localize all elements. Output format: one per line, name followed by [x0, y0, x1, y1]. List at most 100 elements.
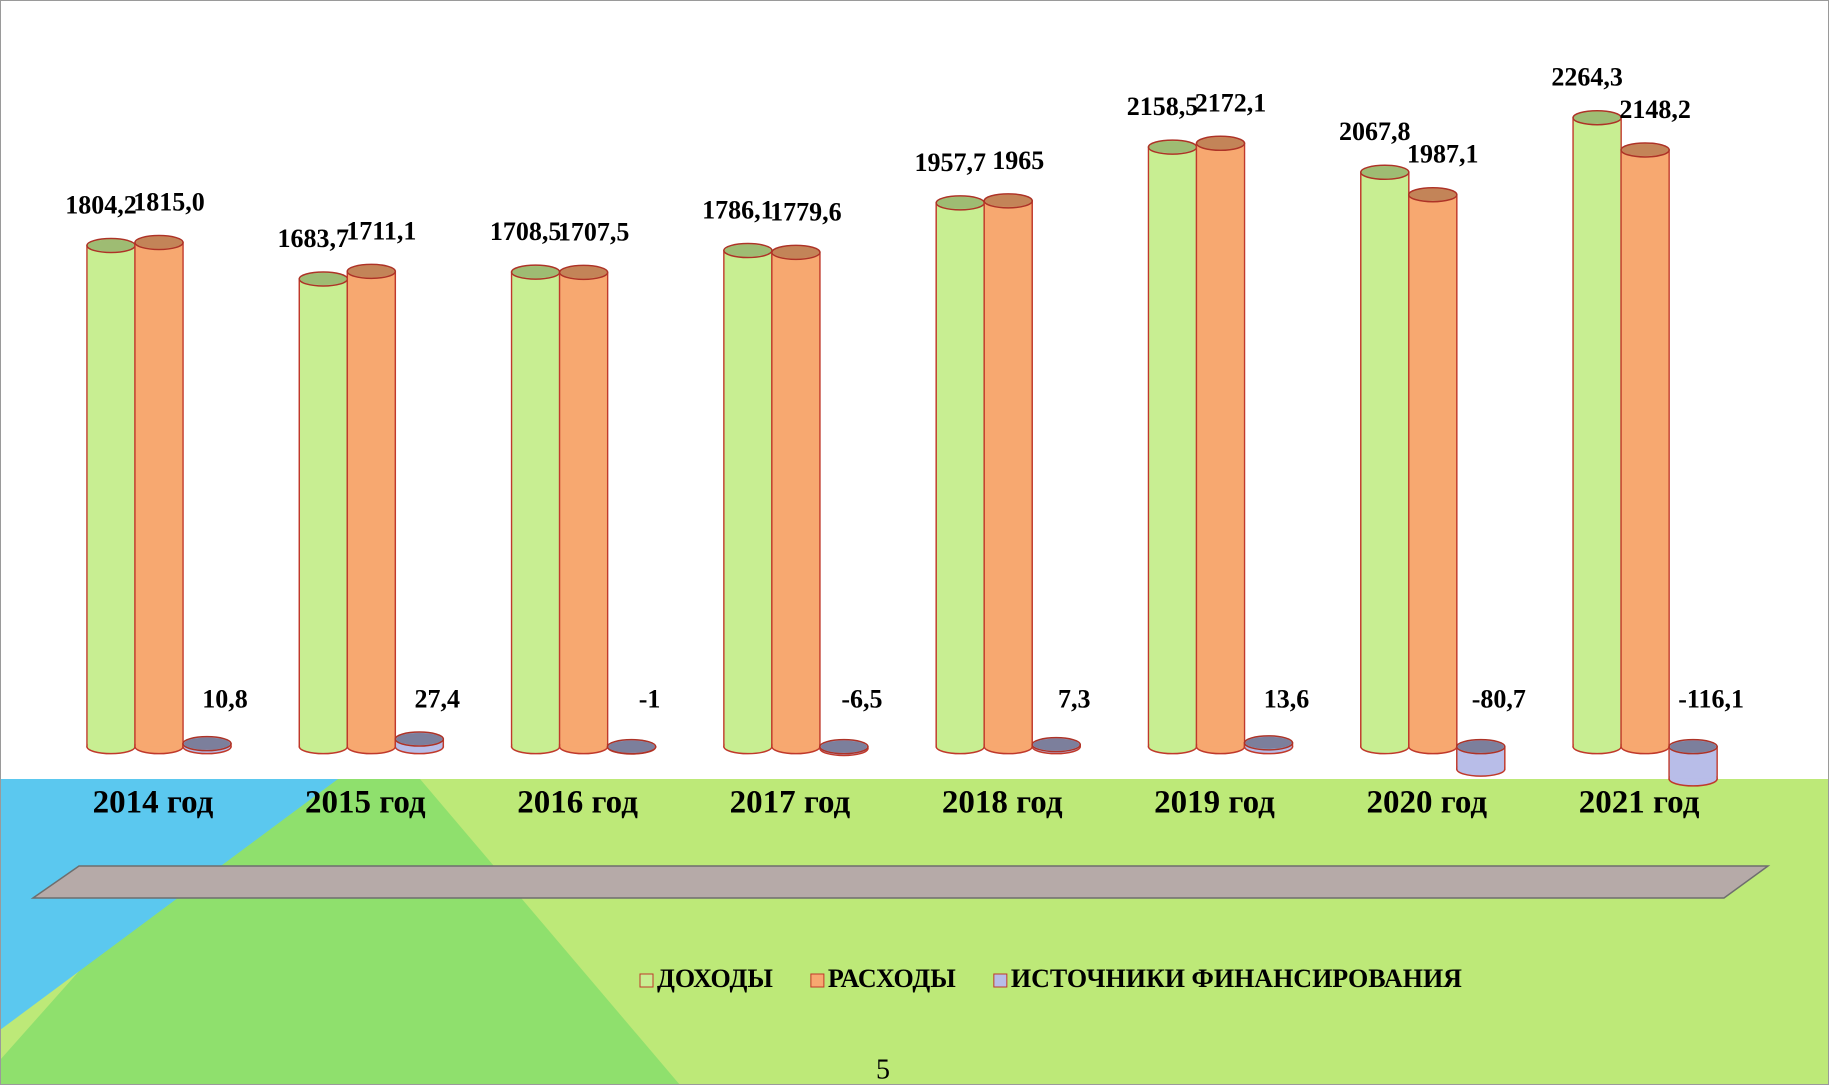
x-tick-label: 2016 год [517, 785, 638, 821]
cylinder-top [558, 264, 609, 281]
data-label: 1707,5 [558, 217, 630, 246]
cylinder-top-shade [1574, 111, 1621, 124]
x-tick-label: 2021 год [1579, 785, 1700, 821]
data-label: 10,8 [202, 685, 248, 714]
legend-label: ИСТОЧНИКИ ФИНАНСИРОВАНИЯ [1011, 964, 1462, 993]
data-label: -116,1 [1678, 685, 1744, 714]
cylinder-top [1360, 164, 1410, 181]
data-label: 1708,5 [490, 217, 562, 246]
cylinder-top-shade [136, 236, 182, 249]
cylinder-top [1456, 738, 1506, 755]
cylinder [1456, 738, 1506, 777]
cylinder [1572, 109, 1622, 755]
background-shape [0, 779, 338, 1030]
cylinder-top [394, 731, 445, 747]
cylinder [394, 731, 445, 755]
cylinder-top [1031, 736, 1081, 753]
cylinder-top [1243, 735, 1294, 751]
x-tick-label: 2017 год [730, 785, 851, 821]
data-label: 1779,6 [770, 197, 842, 226]
x-tick-label: 2015 год [305, 785, 426, 821]
x-tick-label: 2019 год [1154, 785, 1275, 821]
cylinder [1243, 735, 1294, 755]
cylinder-top-shade [937, 196, 984, 209]
legend-label: РАСХОДЫ [828, 964, 956, 993]
cylinder [983, 193, 1033, 755]
cylinder-top [1620, 142, 1670, 158]
cylinder [723, 242, 773, 755]
cylinder [1360, 164, 1410, 755]
cylinder-top-shade [820, 740, 867, 753]
x-tick-label: 2018 год [942, 785, 1063, 821]
cylinder-body-fill [772, 252, 820, 747]
data-label: 2148,2 [1619, 95, 1691, 124]
data-label: 2172,1 [1195, 88, 1267, 117]
cylinder [1195, 135, 1246, 755]
cylinder [558, 264, 609, 755]
data-label: -1 [639, 685, 661, 714]
cylinder [1668, 738, 1718, 787]
data-label: 1683,7 [278, 224, 350, 253]
cylinder-body-fill [512, 272, 559, 747]
legend-label: ДОХОДЫ [657, 964, 773, 993]
cylinder-body-fill [1361, 172, 1409, 747]
cylinder-body-fill [560, 272, 607, 747]
legend-swatch [993, 973, 1008, 988]
data-label: 1957,7 [914, 148, 986, 177]
cylinder-body-fill [87, 245, 135, 747]
cylinder-top [771, 244, 821, 261]
cylinder-top-shade [1457, 740, 1504, 753]
cylinder-top-shade [985, 194, 1032, 207]
cylinder-body-fill [348, 271, 395, 747]
cylinder-top-shade [1409, 188, 1456, 201]
data-label: 7,3 [1058, 685, 1091, 714]
cylinder [606, 738, 657, 755]
data-label: 1786,1 [702, 195, 774, 224]
cylinder-top-shade [772, 246, 819, 259]
cylinder [182, 735, 232, 755]
cylinder-top [819, 738, 869, 755]
cylinder [346, 263, 397, 755]
data-label: -80,7 [1472, 685, 1526, 714]
cylinder-top-shade [1149, 141, 1196, 154]
cylinder-top [1408, 186, 1458, 203]
cylinder [819, 738, 869, 757]
cylinder-top [606, 738, 657, 755]
cylinder-top-shade [300, 272, 347, 285]
cylinder-top-shade [1670, 740, 1717, 753]
data-label: 1711,1 [346, 216, 416, 245]
data-label: -6,5 [841, 685, 882, 714]
cylinder [1147, 139, 1198, 755]
data-label: 1804,2 [65, 190, 137, 219]
cylinder [1408, 186, 1458, 755]
cylinder [1620, 142, 1670, 755]
cylinder-top-shade [184, 737, 230, 750]
floor [30, 865, 1771, 899]
cylinder-top-shade [560, 266, 607, 279]
data-label: 2067,8 [1339, 117, 1411, 146]
cylinder-top-shade [1361, 166, 1408, 179]
cylinder-top [134, 234, 184, 251]
cylinder-top-shade [396, 733, 443, 746]
cylinder-body-fill [1149, 147, 1196, 747]
cylinder-body-fill [1197, 143, 1244, 747]
data-label: 1815,0 [133, 187, 205, 216]
page-number: 5 [876, 1054, 890, 1085]
data-label: 1987,1 [1407, 140, 1479, 169]
cylinder-top [346, 263, 397, 280]
cylinder-body-fill [984, 200, 1032, 747]
cylinder [510, 264, 561, 755]
data-label: 13,6 [1264, 685, 1310, 714]
cylinder [935, 195, 985, 755]
data-label: 2264,3 [1551, 63, 1623, 92]
cylinder-top-shade [608, 740, 655, 753]
cylinder [298, 271, 349, 755]
x-tick-label: 2014 год [93, 785, 214, 821]
cylinder-top-shade [1622, 143, 1669, 156]
data-label: 27,4 [415, 685, 461, 714]
cylinder [134, 234, 184, 755]
cylinder [86, 237, 136, 755]
cylinder-top [1195, 135, 1246, 152]
cylinder-body-fill [724, 250, 772, 747]
background-shape [0, 779, 680, 1085]
